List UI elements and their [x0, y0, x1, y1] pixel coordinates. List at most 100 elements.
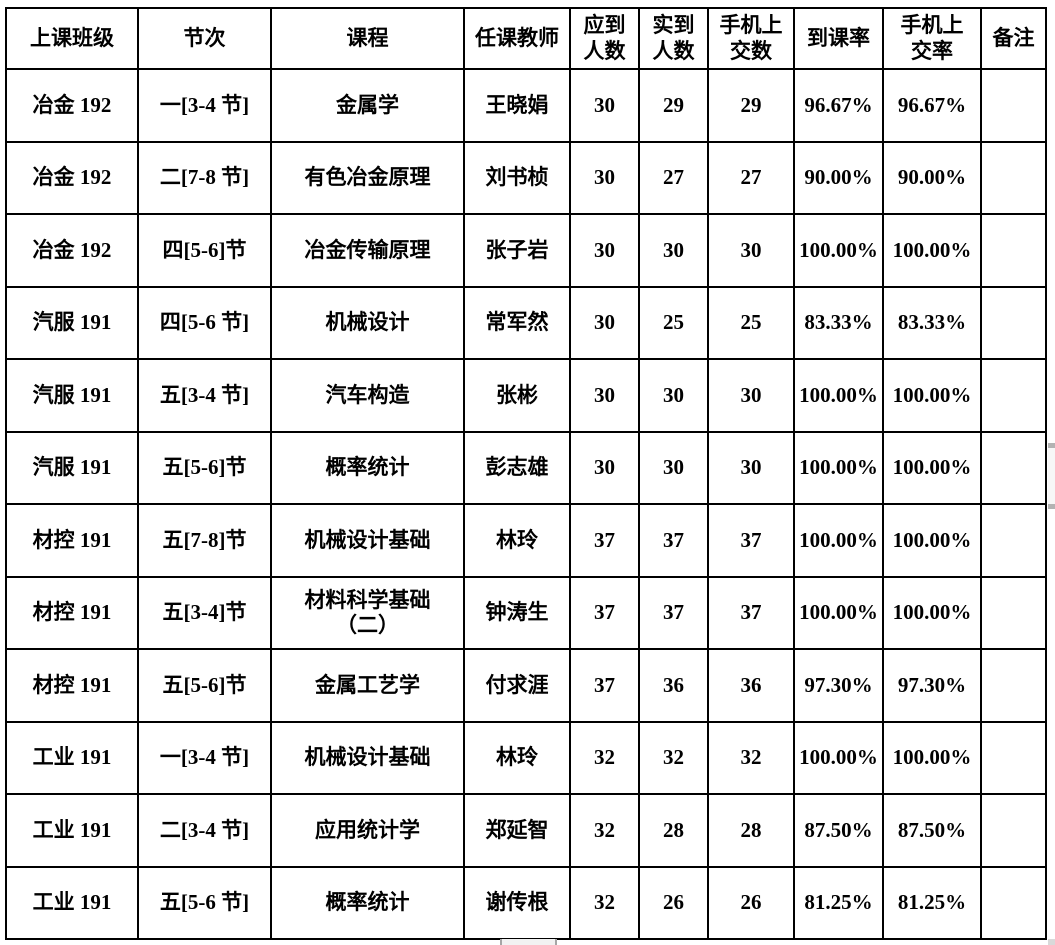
- phone-rate-cell: 100.00%: [882, 430, 982, 505]
- teacher-cell: 张彬: [463, 358, 571, 433]
- remark-cell: [980, 213, 1047, 288]
- phone-rate-cell: 100.00%: [882, 503, 982, 578]
- expected-cell: 30: [569, 285, 640, 360]
- table-row: 冶金 192 一[3-4 节] 金属学 王晓娟 30 29 29 96.67% …: [5, 68, 1047, 143]
- remark-cell: [980, 865, 1047, 940]
- expected-cell: 30: [569, 358, 640, 433]
- phones-submitted-cell: 27: [707, 140, 795, 215]
- header-row: 上课班级 节次 课程 任课教师 应到 人数 实到 人数 手机上 交数 到课率 手…: [5, 7, 1047, 70]
- actual-cell: 30: [638, 430, 709, 505]
- phones-submitted-cell: 25: [707, 285, 795, 360]
- course-cell: 机械设计: [270, 285, 465, 360]
- remark-cell: [980, 648, 1047, 723]
- class-name-cell: 汽服 191: [5, 358, 139, 433]
- class-name-cell: 材控 191: [5, 503, 139, 578]
- header-actual: 实到 人数: [638, 7, 709, 70]
- attendance-rate-cell: 100.00%: [793, 430, 884, 505]
- class-name-cell: 汽服 191: [5, 285, 139, 360]
- attendance-rate-cell: 100.00%: [793, 575, 884, 650]
- header-period: 节次: [137, 7, 272, 70]
- phone-rate-cell: 87.50%: [882, 793, 982, 868]
- phones-submitted-cell: 37: [707, 503, 795, 578]
- remark-cell: [980, 285, 1047, 360]
- period-cell: 五[5-6]节: [137, 648, 272, 723]
- expected-cell: 30: [569, 430, 640, 505]
- vertical-scrollbar-thumb[interactable]: [1048, 443, 1055, 509]
- attendance-rate-cell: 100.00%: [793, 720, 884, 795]
- table-row: 工业 191 二[3-4 节] 应用统计学 郑延智 32 28 28 87.50…: [5, 793, 1047, 868]
- remark-cell: [980, 140, 1047, 215]
- table-row: 汽服 191 五[3-4 节] 汽车构造 张彬 30 30 30 100.00%…: [5, 358, 1047, 433]
- attendance-rate-cell: 81.25%: [793, 865, 884, 940]
- course-cell: 汽车构造: [270, 358, 465, 433]
- table-row: 材控 191 五[5-6]节 金属工艺学 付求涯 37 36 36 97.30%…: [5, 648, 1047, 723]
- class-name-cell: 冶金 192: [5, 140, 139, 215]
- horizontal-scrollbar-thumb[interactable]: [500, 939, 557, 945]
- period-cell: 二[7-8 节]: [137, 140, 272, 215]
- course-cell: 机械设计基础: [270, 720, 465, 795]
- teacher-cell: 林玲: [463, 720, 571, 795]
- table-body: 冶金 192 一[3-4 节] 金属学 王晓娟 30 29 29 96.67% …: [5, 68, 1047, 940]
- header-course: 课程: [270, 7, 465, 70]
- course-cell: 机械设计基础: [270, 503, 465, 578]
- class-name-cell: 材控 191: [5, 648, 139, 723]
- header-remark: 备注: [980, 7, 1047, 70]
- phone-rate-cell: 90.00%: [882, 140, 982, 215]
- attendance-rate-cell: 87.50%: [793, 793, 884, 868]
- course-cell: 应用统计学: [270, 793, 465, 868]
- attendance-rate-cell: 100.00%: [793, 213, 884, 288]
- expected-cell: 32: [569, 720, 640, 795]
- actual-cell: 37: [638, 575, 709, 650]
- header-teacher: 任课教师: [463, 7, 571, 70]
- teacher-cell: 王晓娟: [463, 68, 571, 143]
- actual-cell: 29: [638, 68, 709, 143]
- course-cell: 金属学: [270, 68, 465, 143]
- teacher-cell: 钟涛生: [463, 575, 571, 650]
- actual-cell: 32: [638, 720, 709, 795]
- actual-cell: 26: [638, 865, 709, 940]
- header-attendance-rate: 到课率: [793, 7, 884, 70]
- period-cell: 五[5-6 节]: [137, 865, 272, 940]
- course-cell: 材料科学基础 （二）: [270, 575, 465, 650]
- period-cell: 五[3-4 节]: [137, 358, 272, 433]
- expected-cell: 32: [569, 865, 640, 940]
- table-row: 工业 191 五[5-6 节] 概率统计 谢传根 32 26 26 81.25%…: [5, 865, 1047, 940]
- attendance-rate-cell: 83.33%: [793, 285, 884, 360]
- actual-cell: 28: [638, 793, 709, 868]
- phone-rate-cell: 100.00%: [882, 720, 982, 795]
- period-cell: 五[5-6]节: [137, 430, 272, 505]
- teacher-cell: 彭志雄: [463, 430, 571, 505]
- table-row: 冶金 192 二[7-8 节] 有色冶金原理 刘书桢 30 27 27 90.0…: [5, 140, 1047, 215]
- phones-submitted-cell: 30: [707, 358, 795, 433]
- phone-rate-cell: 96.67%: [882, 68, 982, 143]
- course-cell: 金属工艺学: [270, 648, 465, 723]
- course-cell: 概率统计: [270, 430, 465, 505]
- teacher-cell: 常军然: [463, 285, 571, 360]
- table-row: 汽服 191 五[5-6]节 概率统计 彭志雄 30 30 30 100.00%…: [5, 430, 1047, 505]
- remark-cell: [980, 720, 1047, 795]
- period-cell: 一[3-4 节]: [137, 720, 272, 795]
- vertical-scrollbar-thumb-bottom-cap: [1048, 504, 1055, 509]
- table-row: 冶金 192 四[5-6]节 冶金传输原理 张子岩 30 30 30 100.0…: [5, 213, 1047, 288]
- teacher-cell: 张子岩: [463, 213, 571, 288]
- expected-cell: 30: [569, 140, 640, 215]
- teacher-cell: 刘书桢: [463, 140, 571, 215]
- class-name-cell: 冶金 192: [5, 68, 139, 143]
- class-name-cell: 冶金 192: [5, 213, 139, 288]
- teacher-cell: 郑延智: [463, 793, 571, 868]
- remark-cell: [980, 503, 1047, 578]
- phone-rate-cell: 83.33%: [882, 285, 982, 360]
- attendance-rate-cell: 100.00%: [793, 358, 884, 433]
- expected-cell: 37: [569, 575, 640, 650]
- remark-cell: [980, 358, 1047, 433]
- table-row: 材控 191 五[3-4]节 材料科学基础 （二） 钟涛生 37 37 37 1…: [5, 575, 1047, 650]
- expected-cell: 30: [569, 213, 640, 288]
- remark-cell: [980, 430, 1047, 505]
- attendance-table: 上课班级 节次 课程 任课教师 应到 人数 实到 人数 手机上 交数 到课率 手…: [5, 7, 1047, 940]
- remark-cell: [980, 575, 1047, 650]
- attendance-rate-cell: 97.30%: [793, 648, 884, 723]
- phones-submitted-cell: 30: [707, 430, 795, 505]
- class-name-cell: 工业 191: [5, 865, 139, 940]
- period-cell: 二[3-4 节]: [137, 793, 272, 868]
- attendance-rate-cell: 90.00%: [793, 140, 884, 215]
